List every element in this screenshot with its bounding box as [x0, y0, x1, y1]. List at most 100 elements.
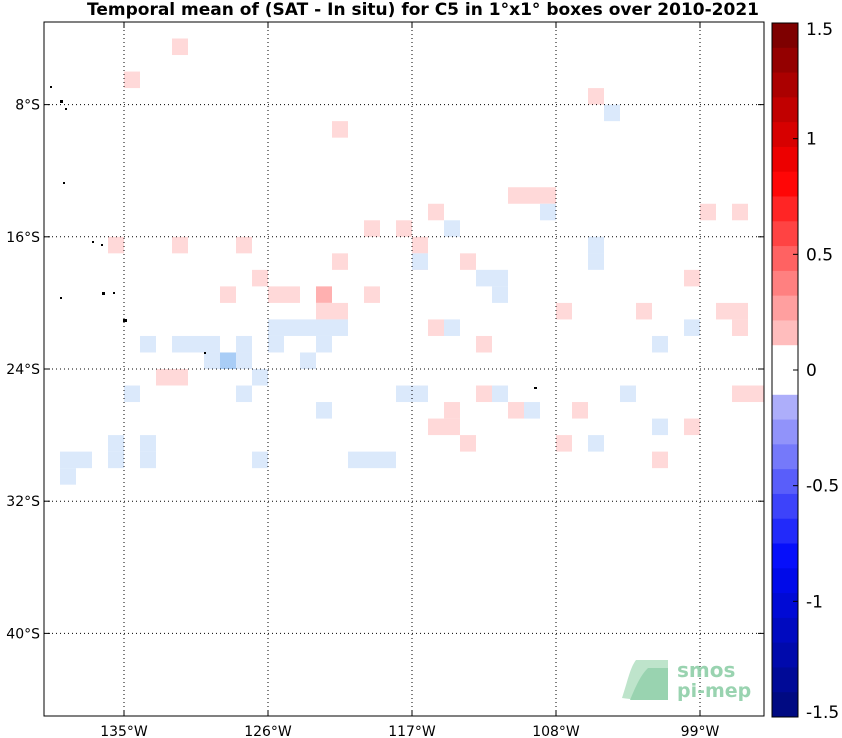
- colorbar-tick-label-4: -0.5: [806, 477, 839, 497]
- heatmap-cell-67: [124, 385, 140, 403]
- heatmap-cell-88: [556, 435, 572, 452]
- y-tick-label-3: 32°S: [6, 494, 40, 510]
- heatmap-cell-37: [332, 302, 348, 320]
- colorbar-tick-label-5: -1: [806, 592, 823, 612]
- heatmap-cell-49: [684, 319, 700, 336]
- colorbar-swatch-20: [772, 518, 798, 544]
- heatmap-cell-24: [588, 253, 604, 270]
- heatmap-cell-18: [108, 236, 124, 254]
- heatmap-cell-19: [236, 236, 252, 254]
- colorbar-swatch-26: [772, 667, 798, 693]
- heatmap-cell-96: [380, 451, 396, 469]
- heatmap-cell-14: [172, 236, 188, 254]
- heatmap-cell-58: [476, 335, 492, 353]
- heatmap-cell-33: [284, 286, 300, 303]
- heatmap-cell-95: [364, 451, 380, 469]
- chart-title: Temporal mean of (SAT - In situ) for C5 …: [87, 0, 759, 20]
- heatmap-cell-69: [396, 385, 412, 403]
- colorbar-swatch-3: [772, 97, 798, 123]
- heatmap-cell-15: [444, 220, 460, 237]
- gridlines: [44, 22, 764, 716]
- heatmap-cell-13: [364, 220, 380, 237]
- heatmap-cell-97: [252, 451, 268, 469]
- heatmap-cells: [60, 38, 764, 485]
- heatmap-cell-93: [140, 451, 156, 469]
- heatmap-cell-4: [332, 121, 348, 138]
- heatmap-cell-42: [268, 319, 284, 336]
- heatmap-cell-27: [476, 269, 492, 287]
- heatmap-cell-29: [492, 286, 508, 303]
- heatmap-cell-92: [108, 451, 124, 469]
- heatmap-cell-8: [700, 203, 716, 221]
- colorbar-tick-labels: 1.5 1 0.5 0 -0.5 -1 -1.5: [793, 20, 839, 723]
- smos-pimep-logo: smos pi-mep: [622, 658, 751, 702]
- colorbar-swatch-22: [772, 568, 798, 594]
- heatmap-cell-83: [652, 418, 668, 436]
- heatmap-cell-34: [316, 286, 332, 303]
- heatmap-cell-31: [220, 286, 236, 303]
- heatmap-cell-61: [204, 352, 220, 369]
- colorbar-swatch-10: [772, 270, 798, 297]
- island: [101, 244, 103, 246]
- heatmap-cell-41: [732, 302, 748, 320]
- axis-ticks: 135°W 126°W 117°W 108°W 99°W 8°S 16°S 24°S 32°S 4…: [6, 22, 764, 738]
- heatmap-cell-76: [316, 402, 332, 419]
- heatmap-cell-79: [732, 385, 748, 403]
- colorbar-swatch-17: [772, 444, 798, 470]
- heatmap-cell-9: [732, 203, 748, 221]
- heatmap-cell-82: [444, 418, 460, 436]
- heatmap-cell-81: [428, 418, 444, 436]
- heatmap-cell-20: [588, 236, 604, 254]
- island: [102, 292, 105, 295]
- heatmap-cell-52: [316, 335, 332, 353]
- colorbar-swatch-15: [772, 394, 798, 421]
- heatmap-cell-80: [748, 385, 764, 403]
- heatmap-cell-65: [172, 369, 188, 386]
- colorbar-tick-label-2: 0.5: [806, 245, 833, 265]
- heatmap-cell-12: [396, 220, 412, 237]
- heatmap-cell-11: [428, 203, 444, 221]
- heatmap-cell-70: [412, 385, 428, 403]
- heatmap-cell-54: [172, 335, 188, 353]
- heatmap-cell-60: [220, 352, 236, 369]
- heatmap-cell-62: [236, 352, 252, 369]
- colorbar-swatch-5: [772, 146, 798, 173]
- logo-text-pimep: pi-mep: [677, 680, 751, 702]
- x-tick-label-3: 108°W: [532, 724, 580, 738]
- heatmap-cell-94: [348, 451, 364, 469]
- y-tick-label-2: 24°S: [6, 362, 40, 378]
- island: [65, 108, 67, 110]
- y-tick-label-4: 40°S: [6, 626, 40, 642]
- heatmap-cell-72: [492, 385, 508, 403]
- heatmap-cell-36: [316, 302, 332, 320]
- heatmap-cell-10: [540, 203, 556, 221]
- heatmap-cell-7: [540, 187, 556, 204]
- island: [204, 352, 206, 354]
- heatmap-cell-87: [460, 435, 476, 452]
- heatmap-cell-50: [732, 319, 748, 336]
- heatmap-cell-86: [140, 435, 156, 452]
- heatmap-cell-25: [412, 253, 428, 270]
- heatmap-cell-22: [332, 253, 348, 270]
- x-tick-label-1: 126°W: [244, 724, 292, 738]
- island: [63, 182, 65, 184]
- island: [123, 319, 127, 322]
- colorbar-swatch-25: [772, 642, 798, 668]
- colorbar-swatch-7: [772, 196, 798, 222]
- heatmap-cell-0: [172, 38, 188, 56]
- heatmap-cell-2: [588, 88, 604, 105]
- island: [60, 100, 63, 103]
- logo-wave-icon: [630, 668, 668, 700]
- colorbar-swatch-23: [772, 593, 798, 619]
- heatmap-cell-99: [60, 468, 76, 485]
- logo-text-smos: smos: [677, 658, 735, 682]
- colorbar-swatch-13: [772, 345, 798, 371]
- colorbar-swatch-11: [772, 295, 798, 321]
- colorbar-swatch-19: [772, 493, 798, 520]
- heatmap-cell-63: [300, 352, 316, 369]
- heatmap-cell-56: [204, 335, 220, 353]
- heatmap-cell-73: [508, 402, 524, 419]
- heatmap-cell-85: [108, 435, 124, 452]
- heatmap-cell-23: [460, 253, 476, 270]
- colorbar-tick-label-1: 1: [806, 130, 817, 150]
